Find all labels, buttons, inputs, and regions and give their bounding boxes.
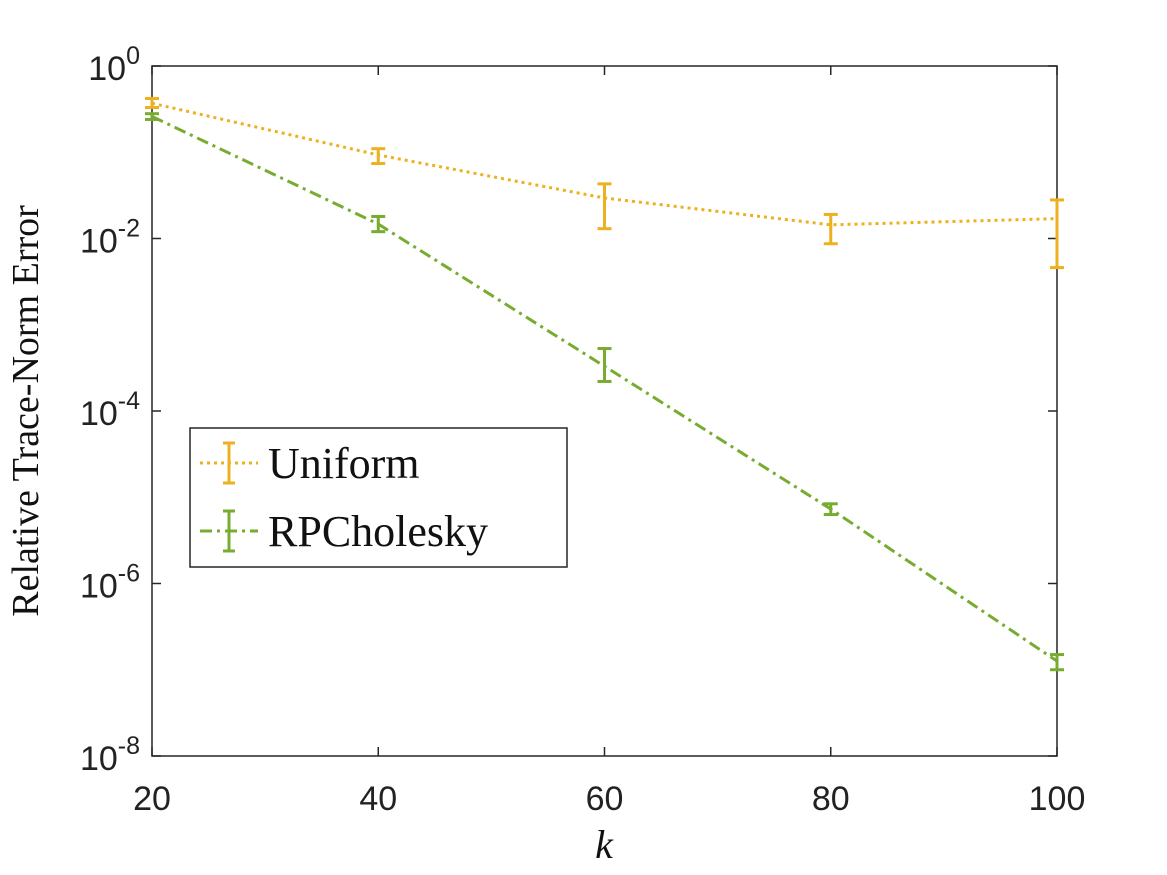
- plot-area: [151, 65, 1058, 757]
- x-tick-label: 20: [133, 780, 171, 818]
- y-tick-label: 100: [88, 42, 140, 88]
- error-bar: [1050, 653, 1064, 672]
- x-tick-label: 100: [1029, 780, 1086, 818]
- y-tick-label: 10-2: [80, 215, 140, 261]
- legend-label: RPCholesky: [268, 507, 488, 556]
- error-bar: [145, 96, 159, 110]
- x-axis-label: k: [595, 822, 614, 867]
- legend-box: [189, 427, 568, 568]
- error-bar: [371, 147, 386, 166]
- x-tick-label: 60: [586, 780, 624, 818]
- error-bar: [823, 212, 838, 246]
- y-tick-label: 10-8: [80, 732, 140, 778]
- error-bar: [597, 182, 612, 231]
- legend-label: Uniform: [268, 439, 420, 488]
- error-bar: [371, 214, 386, 234]
- y-tick-label: 10-4: [80, 387, 140, 433]
- x-tick-label: 40: [359, 780, 397, 818]
- error-bar: [597, 347, 612, 383]
- error-bar: [145, 112, 159, 121]
- y-axis-label: Relative Trace-Norm Error: [5, 205, 47, 617]
- error-bar: [823, 502, 838, 517]
- error-bar: [1050, 198, 1064, 270]
- x-tick-label: 80: [812, 780, 850, 818]
- y-tick-label: 10-6: [80, 560, 140, 606]
